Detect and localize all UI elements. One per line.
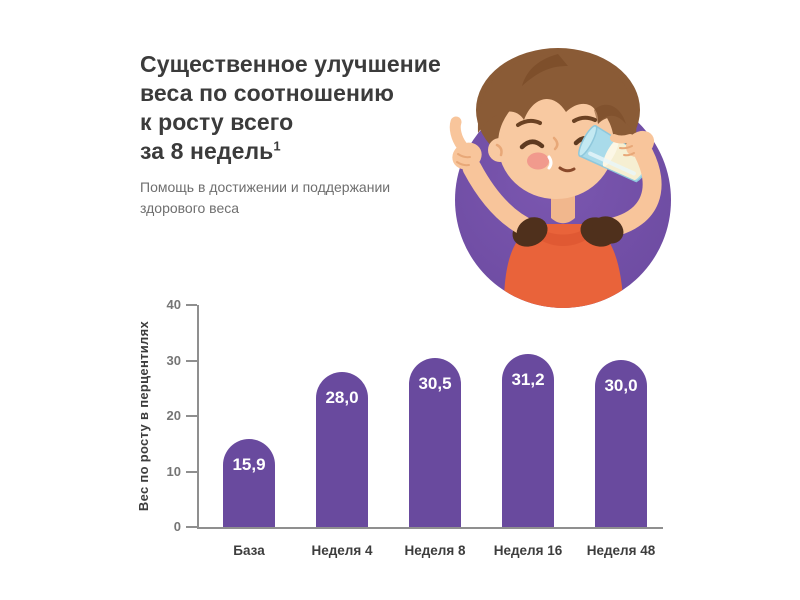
boy-eyebrow-left <box>516 118 542 127</box>
bar-value-label: 31,2 <box>511 370 545 389</box>
y-tick-mark <box>186 359 197 362</box>
title-line: Существенное улучшение <box>140 51 441 77</box>
title-line: веса по соотношению <box>140 80 394 106</box>
bar-chart: 0 10 20 30 40 15,9 База 28,0 Неделя 4 30,5 Неделя … <box>167 297 663 558</box>
x-category-label: Неделя 4 <box>311 543 373 558</box>
bar: 30,0 <box>595 360 647 527</box>
y-tick-label: 30 <box>166 352 181 368</box>
page-title: Существенное улучшение веса по соотношен… <box>140 50 441 166</box>
boy-hair-fringe <box>477 54 637 136</box>
boy-neck <box>551 196 575 224</box>
bar-value-label: 30,5 <box>418 374 452 393</box>
bar-value-label: 30,0 <box>604 376 638 395</box>
footnote-superscript: 1 <box>273 138 281 154</box>
boy-drinking-milk-illustration <box>449 48 671 308</box>
bar: 31,2 <box>502 354 554 527</box>
x-category-label: Неделя 48 <box>586 543 656 558</box>
glass-holding-arm <box>592 130 662 244</box>
milk-drop <box>547 155 553 170</box>
thumbs-up-arm <box>449 116 548 245</box>
x-category-label: База <box>233 543 265 558</box>
y-tick-mark <box>186 470 197 473</box>
y-tick-label: 40 <box>166 297 181 312</box>
page-subtitle: Помощь в достижении и поддержании здоров… <box>140 179 391 216</box>
y-axis-line <box>197 305 199 529</box>
title-line-text: за 8 недель <box>140 138 274 164</box>
boy-eye-left <box>519 139 545 150</box>
x-category-label: Неделя 16 <box>493 543 563 558</box>
x-category-label: Неделя 8 <box>404 543 466 558</box>
bar: 15,9 <box>223 439 275 527</box>
x-axis-line <box>197 527 663 529</box>
boy-blush <box>527 152 549 170</box>
title-line: к росту всего <box>140 109 294 135</box>
y-tick-mark <box>186 526 197 528</box>
boy-mouth <box>558 166 576 173</box>
y-tick-mark <box>186 415 197 417</box>
boy-eyebrow-right <box>572 115 597 123</box>
bar: 28,0 <box>316 372 368 527</box>
y-tick-label: 10 <box>166 463 181 479</box>
y-tick-mark <box>186 304 197 306</box>
bar-value-label: 15,9 <box>232 455 266 474</box>
title-line: за 8 недель1 <box>140 137 441 166</box>
bar-value-label: 28,0 <box>325 388 359 407</box>
y-tick-label: 20 <box>166 408 181 423</box>
y-tick-label: 0 <box>173 519 181 534</box>
bar: 30,5 <box>409 358 461 527</box>
